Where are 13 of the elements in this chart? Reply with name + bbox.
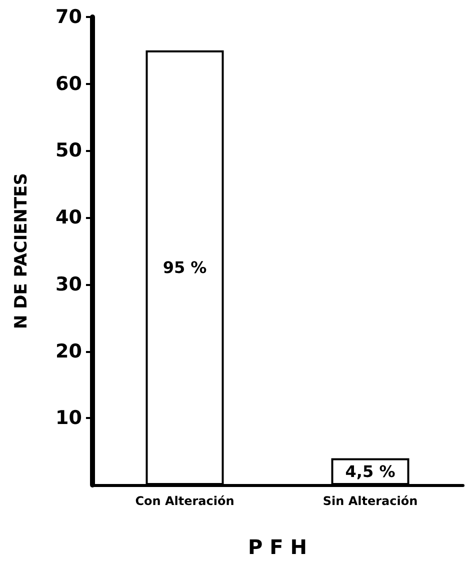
y-tick-label: 20 [56, 340, 82, 362]
x-tick-label: Con Alteración [135, 494, 234, 508]
x-tick-label: Sin Alteración [322, 494, 418, 508]
y-axis-title: N DE PACIENTES [12, 173, 32, 329]
y-tick-label: 60 [56, 72, 82, 95]
y-tick-label: 50 [56, 140, 82, 162]
annotation: 4,5 % [345, 462, 396, 482]
y-tick-label: 30 [56, 273, 82, 296]
annotation: 95 % [162, 258, 207, 278]
y-tick-label: 70 [56, 6, 82, 28]
x-axis-title: P F H [248, 535, 307, 559]
y-tick-label: 10 [56, 407, 82, 430]
y-tick-label: 40 [56, 206, 82, 229]
